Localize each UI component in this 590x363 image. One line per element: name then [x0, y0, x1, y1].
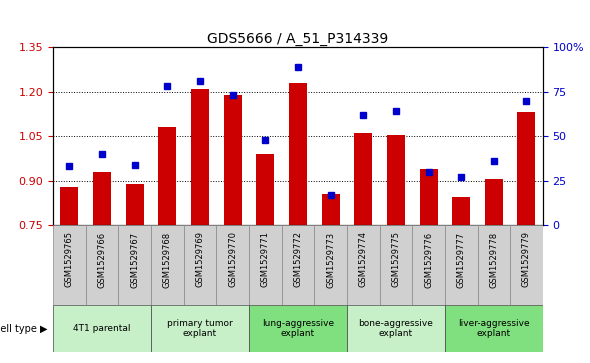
- Bar: [347, 305, 445, 352]
- Text: liver-aggressive
explant: liver-aggressive explant: [458, 319, 530, 338]
- Bar: [224, 95, 242, 225]
- Text: GSM1529770: GSM1529770: [228, 232, 237, 287]
- Bar: [314, 225, 347, 305]
- Text: cell type ▶: cell type ▶: [0, 323, 47, 334]
- Text: GSM1529765: GSM1529765: [65, 232, 74, 287]
- Bar: [151, 225, 183, 305]
- Text: GSM1529776: GSM1529776: [424, 232, 433, 287]
- Bar: [485, 179, 503, 225]
- Text: GSM1529774: GSM1529774: [359, 232, 368, 287]
- Bar: [126, 184, 144, 225]
- Text: bone-aggressive
explant: bone-aggressive explant: [359, 319, 433, 338]
- Title: GDS5666 / A_51_P314339: GDS5666 / A_51_P314339: [207, 32, 389, 46]
- Bar: [477, 225, 510, 305]
- Bar: [256, 154, 274, 225]
- Text: GSM1529769: GSM1529769: [195, 232, 205, 287]
- Text: GSM1529772: GSM1529772: [293, 232, 303, 287]
- Text: lung-aggressive
explant: lung-aggressive explant: [262, 319, 334, 338]
- Bar: [249, 305, 347, 352]
- Text: 4T1 parental: 4T1 parental: [73, 324, 131, 333]
- Text: GSM1529775: GSM1529775: [391, 232, 401, 287]
- Bar: [119, 225, 151, 305]
- Bar: [183, 225, 217, 305]
- Text: GSM1529779: GSM1529779: [522, 232, 531, 287]
- Bar: [445, 305, 543, 352]
- Text: GSM1529777: GSM1529777: [457, 232, 466, 287]
- Bar: [445, 225, 477, 305]
- Bar: [379, 225, 412, 305]
- Bar: [249, 225, 281, 305]
- Bar: [86, 225, 119, 305]
- Text: GSM1529773: GSM1529773: [326, 232, 335, 287]
- Bar: [289, 83, 307, 225]
- Bar: [60, 187, 78, 225]
- Bar: [158, 127, 176, 225]
- Text: primary tumor
explant: primary tumor explant: [167, 319, 233, 338]
- Text: GSM1529767: GSM1529767: [130, 232, 139, 287]
- Bar: [419, 169, 438, 225]
- Bar: [191, 89, 209, 225]
- Bar: [510, 225, 543, 305]
- Bar: [281, 225, 314, 305]
- Bar: [322, 194, 340, 225]
- Bar: [217, 225, 249, 305]
- Text: GSM1529771: GSM1529771: [261, 232, 270, 287]
- Text: GSM1529778: GSM1529778: [489, 232, 499, 287]
- Bar: [53, 225, 86, 305]
- Bar: [354, 133, 372, 225]
- Bar: [53, 305, 151, 352]
- Text: GSM1529768: GSM1529768: [163, 232, 172, 287]
- Bar: [93, 172, 111, 225]
- Bar: [151, 305, 249, 352]
- Bar: [347, 225, 379, 305]
- Bar: [452, 197, 470, 225]
- Text: GSM1529766: GSM1529766: [97, 232, 107, 287]
- Bar: [517, 113, 536, 225]
- Bar: [387, 135, 405, 225]
- Bar: [412, 225, 445, 305]
